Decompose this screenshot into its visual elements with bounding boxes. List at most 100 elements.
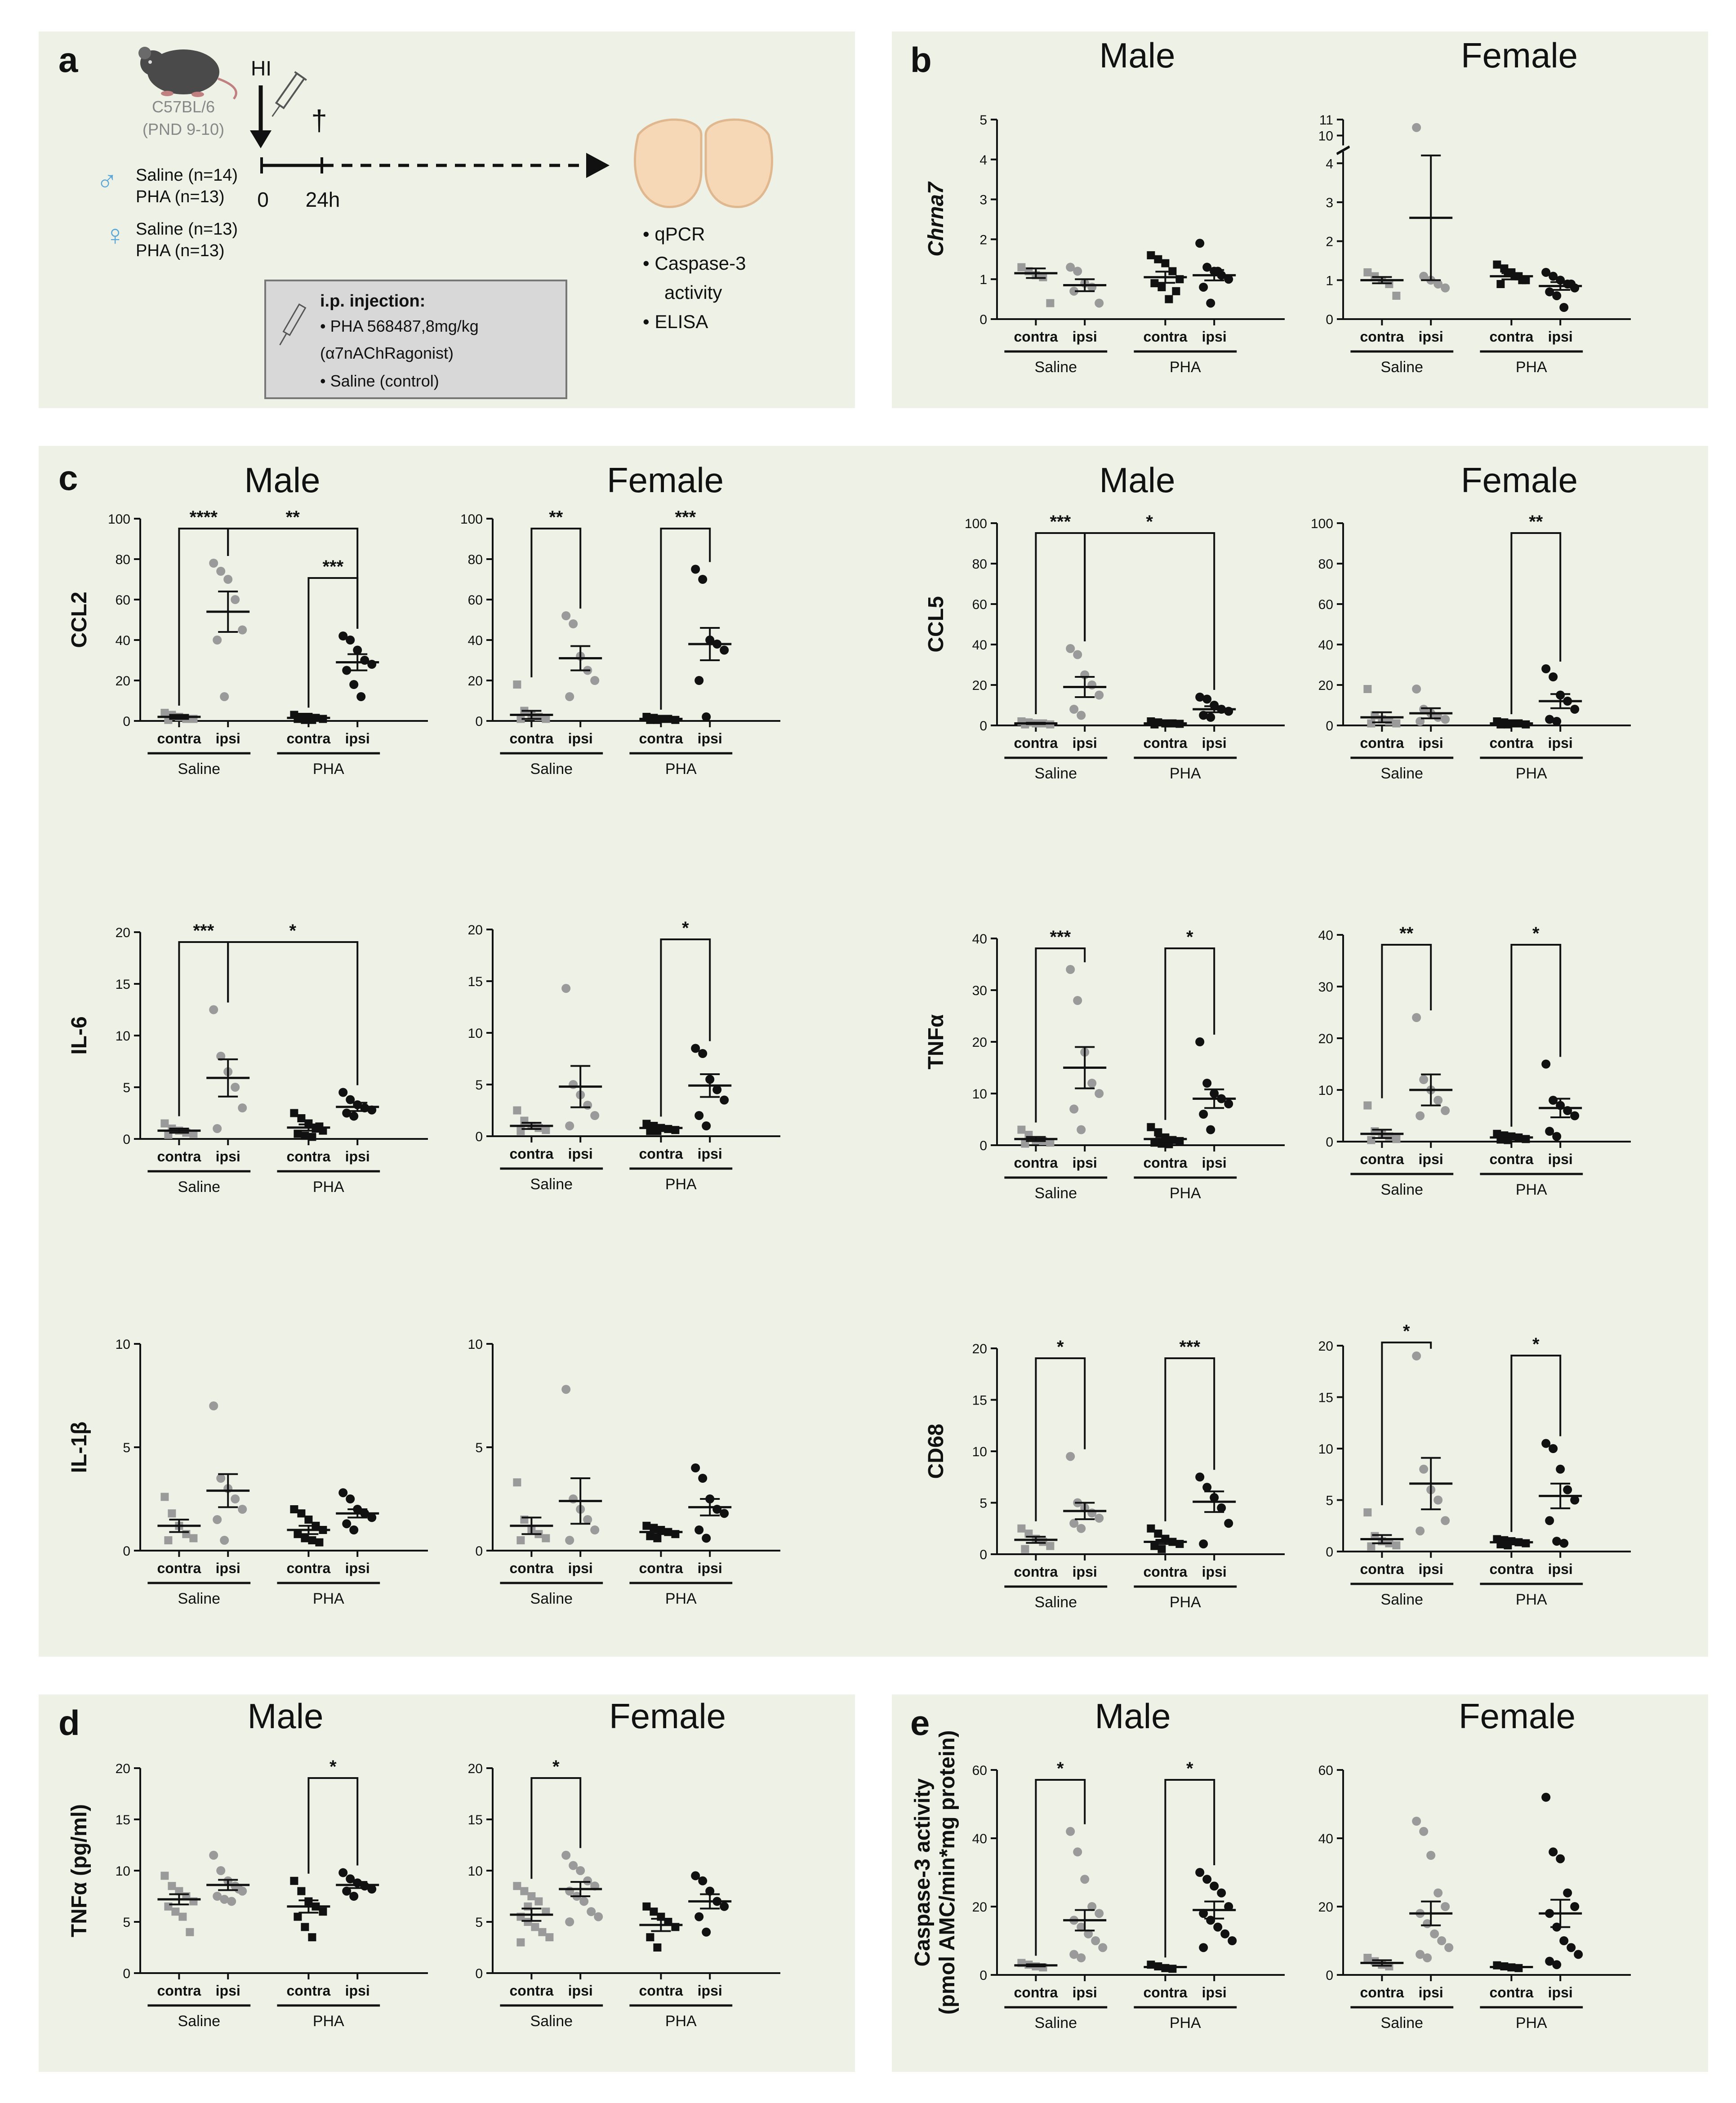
data-point xyxy=(1419,1827,1429,1836)
y-axis-label: TNFα xyxy=(924,1014,948,1069)
title-d-male: Male xyxy=(247,1696,323,1736)
data-point xyxy=(1199,1909,1208,1918)
significance-stars: **** xyxy=(190,507,218,527)
group-label: PHA xyxy=(1170,359,1201,376)
y-tick-label: 0 xyxy=(1326,1135,1333,1150)
data-point xyxy=(342,1519,352,1529)
y-tick-label: 0 xyxy=(979,1968,987,1983)
data-point xyxy=(1165,1140,1173,1148)
y-tick-label: 20 xyxy=(1318,1339,1333,1354)
x-tick-label: contra xyxy=(1360,1984,1404,2001)
data-point xyxy=(1077,1953,1086,1962)
significance-stars: *** xyxy=(675,507,696,527)
data-point xyxy=(1161,259,1170,267)
x-tick-label: contra xyxy=(510,1983,554,1999)
data-point xyxy=(1419,705,1429,714)
data-point xyxy=(1095,298,1104,308)
significance-stars: * xyxy=(1057,1759,1064,1778)
data-point xyxy=(238,625,247,635)
y-tick-label: 20 xyxy=(972,1900,987,1915)
x-tick-label: ipsi xyxy=(1073,1984,1097,2001)
y-tick-label: 40 xyxy=(972,1832,987,1846)
y-tick-label: 2 xyxy=(979,232,987,247)
data-point xyxy=(542,1126,550,1134)
x-tick-label: ipsi xyxy=(1548,1151,1573,1167)
significance-bracket xyxy=(1510,1355,1562,1532)
data-point xyxy=(590,1525,600,1534)
data-point xyxy=(1150,279,1159,288)
x-tick-label: ipsi xyxy=(1073,329,1097,345)
y-tick-label: 10 xyxy=(116,1864,130,1879)
data-point xyxy=(576,1866,585,1875)
data-point xyxy=(297,1887,306,1895)
y-tick-label: 30 xyxy=(972,983,987,998)
chart-d-male: 0 5 10 15 20 contra ipsi contra ipsi Saline PHA TNF… xyxy=(67,1757,428,2030)
y-tick-label: 40 xyxy=(468,633,483,648)
y-axis-label: CCL5 xyxy=(924,596,948,652)
x-tick-label: contra xyxy=(157,1560,201,1576)
data-point xyxy=(1412,685,1421,694)
data-point xyxy=(1552,717,1562,726)
data-point xyxy=(168,1509,176,1518)
significance-bracket xyxy=(1084,532,1215,690)
y-tick-label: 20 xyxy=(972,678,987,693)
y-tick-label: 80 xyxy=(972,557,987,572)
significance-stars: * xyxy=(1403,1321,1410,1341)
x-tick-label: contra xyxy=(1144,735,1188,751)
data-point xyxy=(238,1505,247,1514)
y-tick-label: 100 xyxy=(108,512,130,527)
data-point xyxy=(1441,1902,1450,1911)
data-point xyxy=(1363,1101,1372,1110)
y-tick-label: 10 xyxy=(468,1026,483,1041)
injection-line-1: • PHA 568487,8mg/kg xyxy=(320,317,479,335)
hi-label: HI xyxy=(251,57,272,80)
data-point xyxy=(527,1892,536,1900)
chart-c-ccl5-male: 0 20 40 60 80 100 contra ipsi contra ipsi Saline PH… xyxy=(924,512,1285,782)
data-point xyxy=(1066,1452,1075,1461)
data-point xyxy=(1073,996,1082,1005)
x-tick-label: ipsi xyxy=(1548,329,1573,345)
data-point xyxy=(720,645,729,655)
data-point xyxy=(349,1112,359,1121)
data-point xyxy=(691,1871,700,1881)
dagger-symbol: † xyxy=(311,104,327,137)
data-point xyxy=(160,1119,169,1128)
data-point xyxy=(297,1509,306,1518)
y-tick-label: 30 xyxy=(1318,980,1333,995)
data-point xyxy=(297,1114,306,1122)
data-point xyxy=(319,1907,327,1916)
data-point xyxy=(1073,650,1082,659)
data-point xyxy=(213,1892,222,1901)
title-b-male: Male xyxy=(1099,36,1175,75)
group-label: Saline xyxy=(178,1590,221,1607)
y-axis-label: TNFα (pg/ml) xyxy=(67,1804,91,1937)
significance-stars: * xyxy=(1186,927,1193,947)
data-point xyxy=(1430,1929,1439,1938)
data-point xyxy=(513,680,521,689)
data-point xyxy=(1392,1135,1401,1143)
y-tick-label: 0 xyxy=(123,1544,130,1559)
data-point xyxy=(1195,239,1205,248)
x-tick-label: ipsi xyxy=(345,730,370,747)
chart-c-il6-male: 0 5 10 15 20 contra ipsi contra ipsi Saline PHA IL-… xyxy=(67,921,428,1196)
y-tick-label: 5 xyxy=(123,1915,130,1930)
x-tick-label: contra xyxy=(1360,735,1404,751)
data-point xyxy=(542,1534,550,1543)
data-point xyxy=(1363,1508,1372,1516)
y-tick-label: 0 xyxy=(979,719,987,734)
x-tick-label: ipsi xyxy=(1202,735,1227,751)
group-label: PHA xyxy=(313,2013,344,2030)
data-point xyxy=(691,565,700,574)
x-tick-label: ipsi xyxy=(345,1983,370,1999)
x-tick-label: ipsi xyxy=(1548,1561,1573,1577)
title-c-left-female: Female xyxy=(607,460,724,500)
y-tick-label: 60 xyxy=(468,593,483,608)
group-label: Saline xyxy=(178,760,221,778)
significance-stars: *** xyxy=(193,921,214,941)
y-tick-label: 20 xyxy=(1318,678,1333,693)
data-point xyxy=(1416,1111,1425,1120)
mouse-icon xyxy=(138,47,237,100)
group-label: PHA xyxy=(1516,765,1547,782)
data-point xyxy=(1549,271,1558,281)
significance-bracket xyxy=(1035,1357,1086,1521)
